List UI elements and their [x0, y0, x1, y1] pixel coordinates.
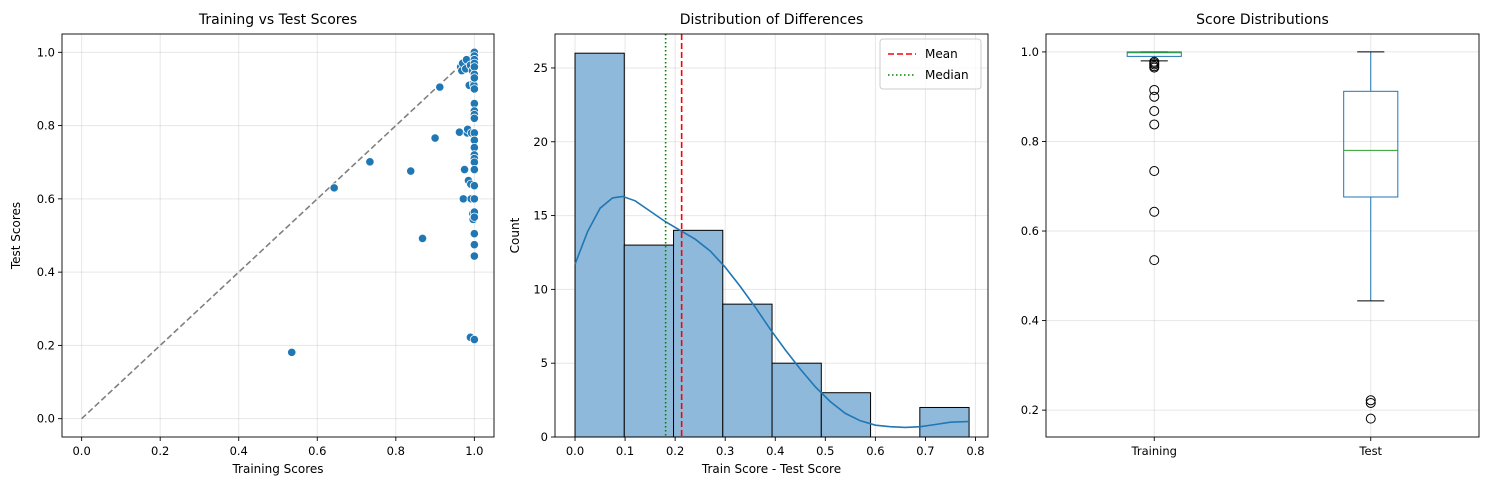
axes-frame: [554, 33, 989, 438]
histogram-bar: [771, 362, 822, 438]
y-axis-label: Count: [508, 217, 522, 253]
x-tick-label: 0.8: [966, 444, 984, 458]
outlier-point: [1149, 119, 1160, 130]
outlier-point: [1149, 91, 1160, 102]
x-tick-label: 0.3: [716, 444, 734, 458]
y-tick-label: 0: [541, 430, 548, 444]
scatter-point: [430, 133, 440, 143]
scatter-point: [469, 229, 479, 239]
x-tick-label: 0.2: [151, 444, 169, 458]
outlier-point: [1149, 206, 1160, 217]
axes-frame: [1045, 33, 1480, 438]
scatter-point: [469, 113, 479, 123]
x-tick-label: Test: [1358, 444, 1382, 458]
diagonal-reference-line: [81, 51, 475, 420]
scatter-point: [406, 166, 416, 176]
y-tick-label: 25: [533, 61, 548, 75]
scatter-point: [469, 73, 479, 83]
y-tick-label: 0.4: [1021, 314, 1039, 328]
scatter-point: [459, 164, 470, 175]
x-tick-label: 0.6: [866, 444, 884, 458]
box-iqr: [1126, 51, 1182, 57]
y-axis-label: Test Scores: [9, 202, 23, 270]
outlier-point: [1149, 166, 1160, 177]
y-tick-label: 0.6: [37, 192, 55, 206]
y-tick-label: 0.6: [1021, 224, 1039, 238]
x-tick-label: 0.8: [387, 444, 405, 458]
chart-title: Distribution of Differences: [680, 12, 864, 28]
x-tick-label: 0.0: [72, 444, 90, 458]
scatter-point: [469, 181, 479, 191]
scatter-point: [469, 212, 479, 222]
x-tick-label: Training: [1131, 444, 1177, 458]
outlier-point: [1149, 62, 1160, 73]
scatter-point: [454, 127, 465, 137]
scatter-point: [435, 82, 445, 92]
x-tick-label: 0.0: [566, 444, 584, 458]
outlier-point: [1149, 255, 1160, 266]
legend-box: [879, 38, 982, 90]
scatter-point: [287, 347, 297, 357]
x-tick-label: 0.4: [766, 444, 784, 458]
y-tick-label: 15: [533, 209, 548, 223]
y-tick-label: 20: [533, 135, 548, 149]
histogram-panel: 0.0 0.1 0.2 0.3 0.4 0.5 0.6 0.7 0.8 0 5 10 15 20 25 Mea…: [508, 12, 989, 476]
scatter-point: [458, 194, 468, 204]
y-tick-label: 0.8: [1021, 134, 1039, 148]
chart-title: Training vs Test Scores: [198, 12, 357, 28]
scatter-point: [365, 157, 375, 167]
scatter-point: [469, 164, 479, 175]
outlier-point: [1365, 413, 1376, 424]
x-axis-label: Train Score - Test Score: [701, 462, 841, 476]
y-tick-label: 10: [533, 282, 548, 296]
scatter-point: [469, 251, 479, 261]
x-tick-label: 0.5: [816, 444, 834, 458]
x-axis-label: Training Scores: [231, 462, 323, 476]
kde-curve: [574, 195, 970, 429]
x-tick-label: 0.7: [916, 444, 934, 458]
x-tick-label: 0.2: [666, 444, 684, 458]
scatter-point: [469, 240, 479, 250]
y-tick-label: 0.4: [37, 265, 55, 279]
legend-label: Median: [925, 68, 969, 82]
scatter-point: [329, 183, 339, 193]
scatter-point: [417, 233, 428, 244]
outlier-point: [1149, 106, 1160, 117]
x-tick-label: 0.1: [616, 444, 634, 458]
scatter-panel: 0.0 0.2 0.4 0.6 0.8 1.0 0.0 0.2 0.4 0.6 0.8 1.0 Trai…: [9, 12, 495, 476]
y-tick-label: 1.0: [1021, 45, 1039, 59]
boxplot-panel: 0.2 0.4 0.6 0.8 1.0 Training Test Score Distrib…: [1021, 12, 1480, 458]
scatter-point: [469, 334, 479, 345]
y-tick-label: 1.0: [37, 45, 55, 59]
scatter-point: [469, 84, 479, 94]
axes-frame: [61, 33, 495, 438]
outlier-point: [1149, 84, 1160, 95]
chart-title: Score Distributions: [1196, 12, 1329, 28]
outlier-point: [1365, 395, 1376, 406]
legend-label: Mean: [925, 47, 958, 61]
y-tick-label: 5: [541, 356, 548, 370]
y-tick-label: 0.8: [37, 119, 55, 133]
y-tick-label: 0.0: [37, 412, 55, 426]
x-tick-label: 0.6: [308, 444, 326, 458]
box-iqr: [1343, 90, 1399, 198]
x-tick-label: 0.4: [230, 444, 248, 458]
histogram-bar: [722, 303, 773, 438]
y-tick-label: 0.2: [1021, 403, 1039, 417]
x-tick-label: 1.0: [465, 444, 483, 458]
y-tick-label: 0.2: [37, 338, 55, 352]
outlier-point: [1365, 397, 1376, 408]
legend: Mean Median: [879, 38, 982, 90]
scatter-point: [469, 194, 479, 204]
histogram-bar: [623, 244, 675, 438]
